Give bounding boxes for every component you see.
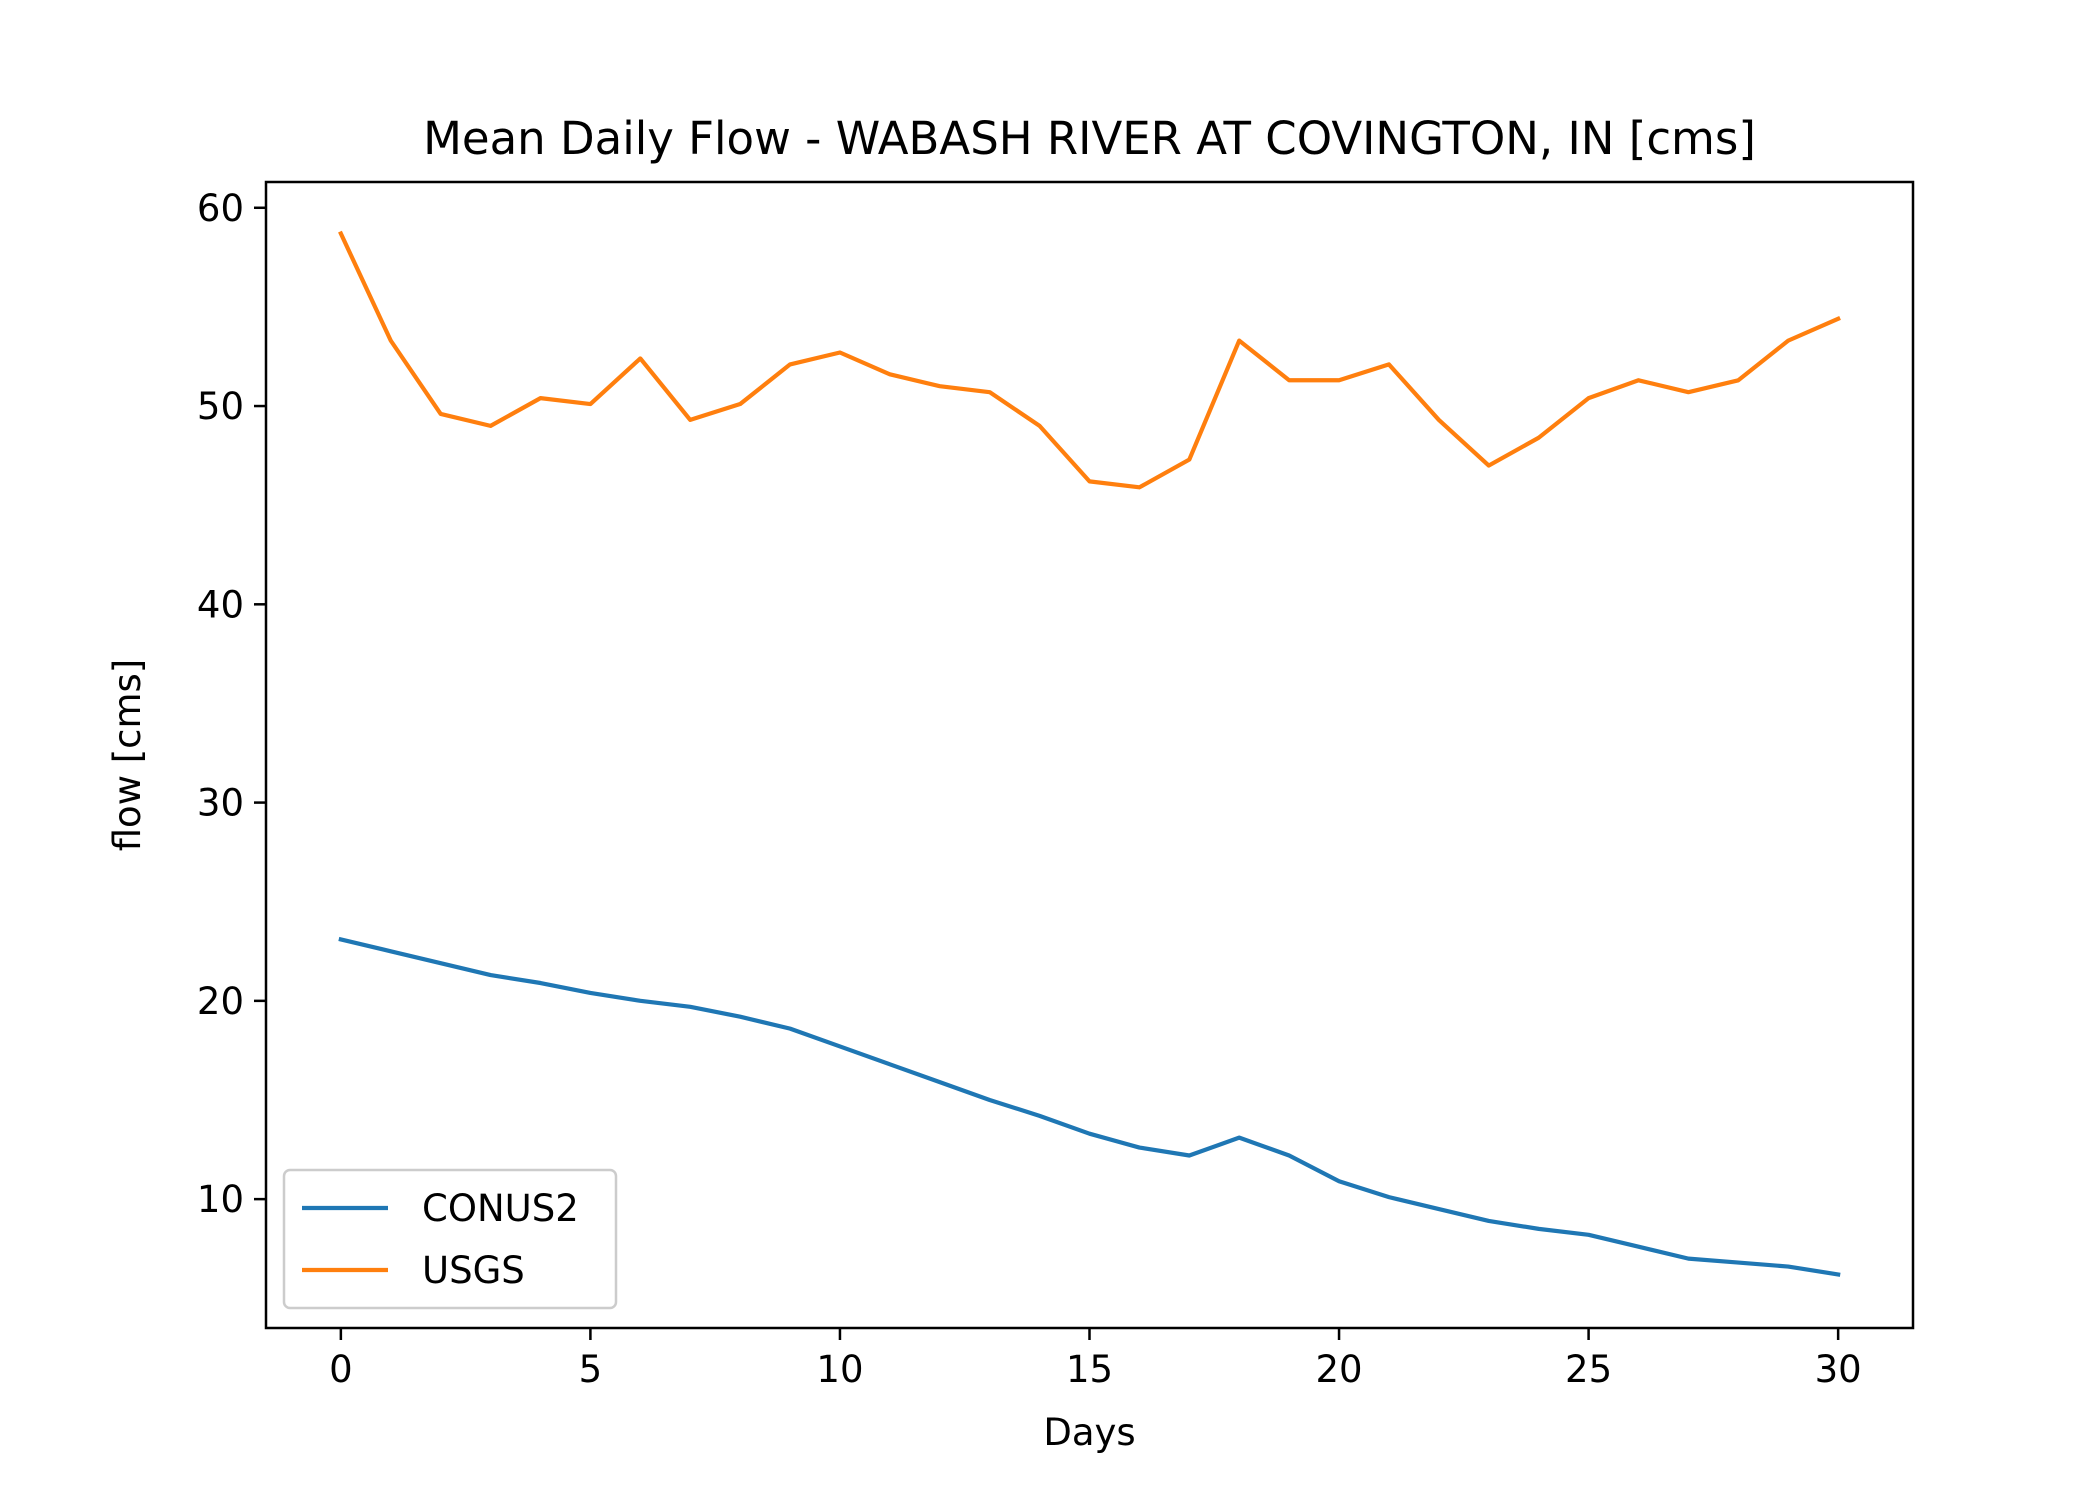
x-tick-label: 5 (579, 1348, 603, 1391)
x-tick-label: 25 (1565, 1348, 1612, 1391)
y-tick-label: 40 (197, 583, 244, 626)
x-tick-label: 0 (329, 1348, 353, 1391)
legend-label-conus2: CONUS2 (422, 1187, 579, 1230)
legend: CONUS2 USGS (282, 1168, 618, 1310)
legend-label-usgs: USGS (422, 1249, 525, 1292)
legend-box (282, 1168, 618, 1310)
x-axis-label: Days (1043, 1411, 1135, 1454)
y-axis-label: flow [cms] (106, 659, 149, 852)
y-tick-label: 60 (197, 187, 244, 230)
x-tick-label: 10 (816, 1348, 863, 1391)
y-tick-label: 20 (197, 980, 244, 1023)
chart-title: Mean Daily Flow - WABASH RIVER AT COVING… (423, 112, 1756, 165)
x-tick-label: 15 (1066, 1348, 1113, 1391)
y-tick-label: 50 (197, 385, 244, 428)
y-tick-label: 10 (197, 1178, 244, 1221)
plot-frame (264, 180, 1915, 1330)
y-axis-ticks: 10 20 30 40 50 60 (197, 187, 266, 1221)
y-tick-label: 30 (197, 782, 244, 825)
x-tick-label: 30 (1815, 1348, 1862, 1391)
series-line-conus2 (338, 936, 1841, 1277)
series-line-usgs (338, 230, 1841, 490)
x-axis-ticks: 0 5 10 15 20 25 30 (329, 1328, 1862, 1391)
series-layer (338, 230, 1841, 1277)
x-tick-label: 20 (1315, 1348, 1362, 1391)
